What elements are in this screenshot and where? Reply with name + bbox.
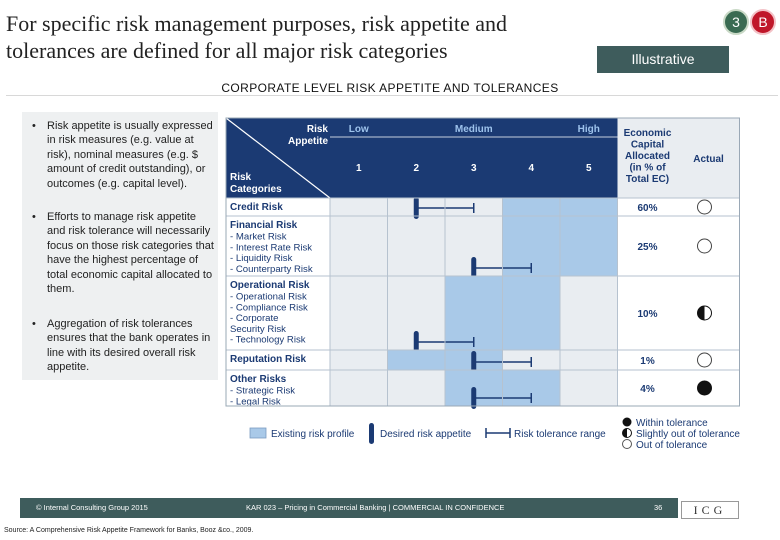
note-item: Efforts to manage risk appetite and risk…: [47, 211, 214, 296]
column-number: 5: [586, 163, 592, 174]
note-item: Aggregation of risk tolerances ensures t…: [47, 318, 211, 374]
risk-subcategory: - Counterparty Risk: [230, 264, 313, 275]
scale-label-low: Low: [349, 124, 369, 135]
icg-logo: ICG: [681, 501, 739, 519]
scale-label-high: High: [578, 124, 600, 135]
corner-label-bottom: Categories: [230, 184, 282, 195]
section-number-badge: 3: [723, 9, 749, 35]
ec-cell: [617, 370, 740, 406]
slightly-out-of-tolerance-icon-fill: [697, 306, 705, 320]
ec-value: 1%: [640, 356, 655, 367]
risk-subcategory: - Strategic Risk: [230, 386, 295, 397]
section-letter-badge: B: [750, 9, 776, 35]
legend-desired-label: Desired risk appetite: [380, 429, 472, 440]
illustrative-tag: Illustrative: [597, 46, 729, 73]
note-bullet: •: [32, 211, 36, 223]
ec-cell: [617, 350, 740, 370]
ec-cell: [617, 198, 740, 216]
desired-appetite-marker: [413, 331, 419, 353]
risk-subcategory: - Technology Risk: [230, 335, 306, 346]
page-number: 36: [654, 503, 663, 512]
ec-cell: [617, 276, 740, 350]
column-number: 2: [413, 163, 419, 174]
risk-subcategory: - Interest Rate Risk: [230, 242, 312, 253]
risk-category-title: Reputation Risk: [230, 354, 307, 365]
desired-appetite-marker: [413, 197, 419, 219]
ec-value: 60%: [637, 203, 657, 214]
corner-label-top: Appetite: [288, 136, 328, 147]
legend-out-label: Out of tolerance: [636, 440, 708, 451]
notes-panel: • Risk appetite is usually expressed in …: [22, 112, 218, 380]
section-heading: CORPORATE LEVEL RISK APPETITE AND TOLERA…: [221, 81, 559, 95]
matrix-border: [225, 117, 740, 407]
ec-header-background: [617, 118, 740, 198]
legend-existing-swatch: [249, 427, 267, 439]
desired-appetite-marker: [471, 387, 477, 409]
risk-subcategory: - Operational Risk: [230, 292, 307, 303]
note-bullet: •: [32, 120, 36, 132]
ec-value: 10%: [637, 309, 657, 320]
ec-header-label: Capital: [631, 140, 665, 151]
slide-title: For specific risk management purposes, r…: [6, 11, 507, 63]
desired-appetite-marker: [471, 351, 477, 373]
ec-header-label: Total EC): [626, 174, 669, 185]
category-cell: [226, 350, 330, 370]
column-number: 3: [471, 163, 477, 174]
matrix-header: [226, 118, 618, 198]
out-of-tolerance-icon: [697, 352, 712, 368]
legend-slightly-label: Slightly out of tolerance: [636, 429, 740, 440]
category-cell: [226, 370, 330, 406]
ec-value: 25%: [637, 242, 657, 253]
legend-within-icon: [622, 417, 632, 427]
category-cell: [226, 216, 330, 276]
scale-label-medium: Medium: [455, 124, 493, 135]
within-tolerance-icon: [697, 380, 712, 396]
corner-label-top: Risk: [307, 124, 329, 135]
legend-desired-marker: [369, 423, 374, 444]
risk-subcategory: Security Risk: [230, 324, 286, 335]
footer-copyright: © Internal Consulting Group 2015: [36, 503, 148, 512]
out-of-tolerance-icon: [697, 238, 712, 254]
risk-subcategory: - Compliance Risk: [230, 302, 308, 313]
ec-header-label: Economic: [624, 128, 672, 139]
desired-appetite-marker: [471, 257, 477, 279]
risk-category-title: Financial Risk: [230, 220, 298, 231]
note-item: Risk appetite is usually expressed in ri…: [47, 120, 213, 190]
risk-subcategory: - Liquidity Risk: [230, 253, 293, 264]
ec-header-label: Allocated: [625, 151, 670, 162]
column-number: 4: [528, 163, 534, 174]
source-note: Source: A Comprehensive Risk Appetite Fr…: [4, 527, 254, 534]
out-of-tolerance-icon: [697, 199, 712, 215]
risk-category-title: Other Risks: [230, 374, 287, 385]
risk-category-title: Operational Risk: [230, 280, 310, 291]
category-cell: [226, 198, 330, 216]
corner-diagonal: [225, 117, 331, 199]
ec-header-label: (in % of: [629, 163, 666, 174]
category-cell: [226, 276, 330, 350]
footer-center-text: KAR 023 – Pricing in Commercial Banking …: [246, 503, 505, 512]
legend-tolerance-label: Risk tolerance range: [514, 429, 606, 440]
legend-slightly-icon-fill: [622, 428, 627, 438]
risk-subcategory: - Legal Risk: [230, 396, 281, 407]
ec-cell: [617, 216, 740, 276]
column-number: 1: [356, 163, 362, 174]
actual-header-label: Actual: [693, 154, 724, 165]
ec-value: 4%: [640, 384, 655, 395]
note-bullet: •: [32, 318, 36, 330]
footer-bar: © Internal Consulting Group 2015 KAR 023…: [20, 498, 678, 518]
corner-label-bottom: Risk: [230, 172, 252, 183]
legend-out-icon: [622, 439, 632, 449]
legend-within-label: Within tolerance: [636, 418, 708, 429]
legend-existing-label: Existing risk profile: [271, 429, 355, 440]
risk-subcategory: - Corporate: [230, 313, 279, 324]
risk-category-title: Credit Risk: [230, 202, 283, 213]
heading-divider: [6, 95, 778, 96]
risk-subcategory: - Market Risk: [230, 232, 287, 243]
